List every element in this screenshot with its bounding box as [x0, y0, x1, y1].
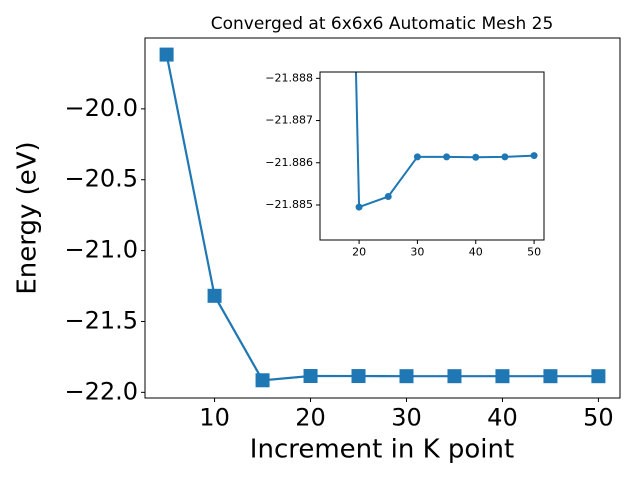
marker [351, 369, 366, 384]
y-tick-label: −21.888 [265, 71, 313, 84]
plot-area [159, 47, 606, 388]
y-axis-label: Energy (eV) [13, 141, 43, 294]
marker [530, 152, 538, 160]
y-tick-label: −21.0 [64, 236, 138, 264]
marker [591, 369, 606, 384]
marker [501, 153, 509, 161]
marker [472, 153, 480, 161]
y-tick-label: −20.5 [64, 165, 138, 193]
marker [495, 369, 510, 384]
x-tick-label: 20 [352, 246, 366, 259]
y-tick-label: −21.886 [265, 156, 313, 169]
x-tick-label: 30 [410, 246, 424, 259]
marker [159, 47, 174, 62]
x-tick-label: 40 [487, 403, 518, 431]
series-line [165, 54, 599, 382]
y-tick-label: −21.5 [64, 306, 138, 334]
y-tick-label: −21.885 [265, 198, 313, 211]
marker [447, 369, 462, 384]
series-line [354, 72, 535, 209]
chart-title: Converged at 6x6x6 Automatic Mesh 25 [211, 14, 554, 34]
axes-frame [319, 71, 545, 241]
marker [255, 373, 270, 388]
marker [443, 153, 451, 161]
x-tick-label: 40 [469, 246, 483, 259]
marker [384, 193, 392, 201]
marker [303, 369, 318, 384]
marker [207, 288, 222, 303]
y-tick-label: −22.0 [64, 377, 138, 405]
x-tick-label: 10 [199, 403, 230, 431]
x-tick-label: 20 [295, 403, 326, 431]
marker [355, 203, 363, 211]
marker [413, 153, 421, 161]
x-tick-label: 30 [391, 403, 422, 431]
x-tick-label: 50 [527, 246, 541, 259]
plot-area [354, 72, 538, 211]
y-tick-label: −21.887 [265, 114, 313, 127]
marker [543, 369, 558, 384]
marker [399, 369, 414, 384]
axes-frame [144, 37, 621, 399]
y-tick-label: −20.0 [64, 94, 138, 122]
x-tick-label: 50 [583, 403, 614, 431]
x-axis-label: Increment in K point [250, 435, 514, 465]
